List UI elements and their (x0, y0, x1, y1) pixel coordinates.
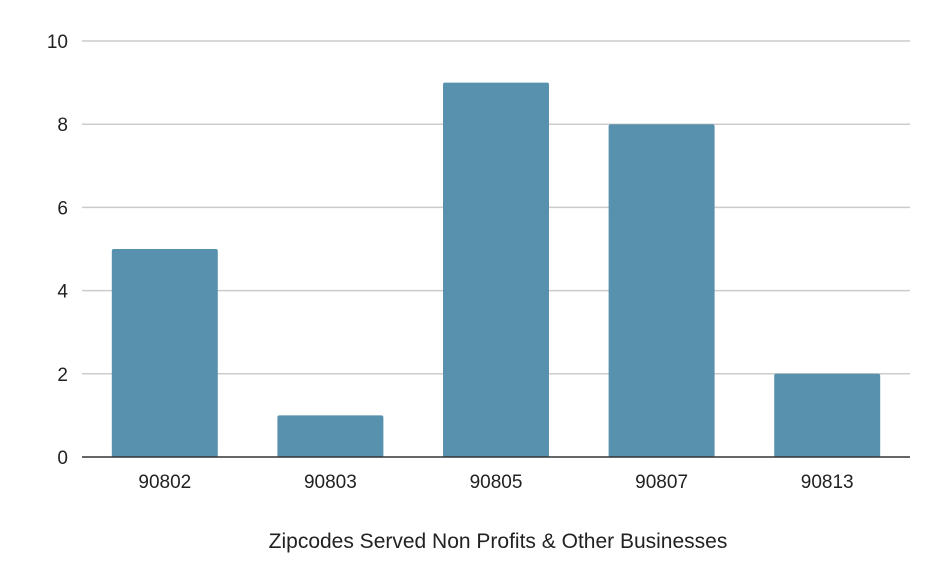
bars (111, 82, 881, 457)
y-tick-labels: 0 2 4 6 8 10 (47, 32, 69, 469)
y-tick-label: 2 (57, 365, 68, 386)
x-tick-label: 90805 (470, 472, 523, 493)
x-tick-label: 90802 (138, 472, 191, 493)
y-tick-label: 6 (57, 198, 68, 219)
bar-90807 (608, 124, 715, 457)
bar-90813 (774, 373, 881, 457)
x-tick-labels: 90802 90803 90805 90807 90813 (138, 472, 853, 493)
bar-90802 (111, 249, 218, 457)
y-tick-label: 0 (57, 448, 68, 469)
y-tick-label: 8 (57, 115, 68, 136)
y-tick-label: 10 (47, 32, 68, 53)
x-axis-title: Zipcodes Served Non Profits & Other Busi… (269, 530, 728, 553)
bar-90803 (277, 415, 384, 457)
y-tick-label: 4 (57, 282, 68, 303)
x-tick-label: 90803 (304, 472, 357, 493)
x-tick-label: 90807 (635, 472, 688, 493)
bar-90805 (443, 82, 549, 457)
x-tick-label: 90813 (801, 472, 854, 493)
